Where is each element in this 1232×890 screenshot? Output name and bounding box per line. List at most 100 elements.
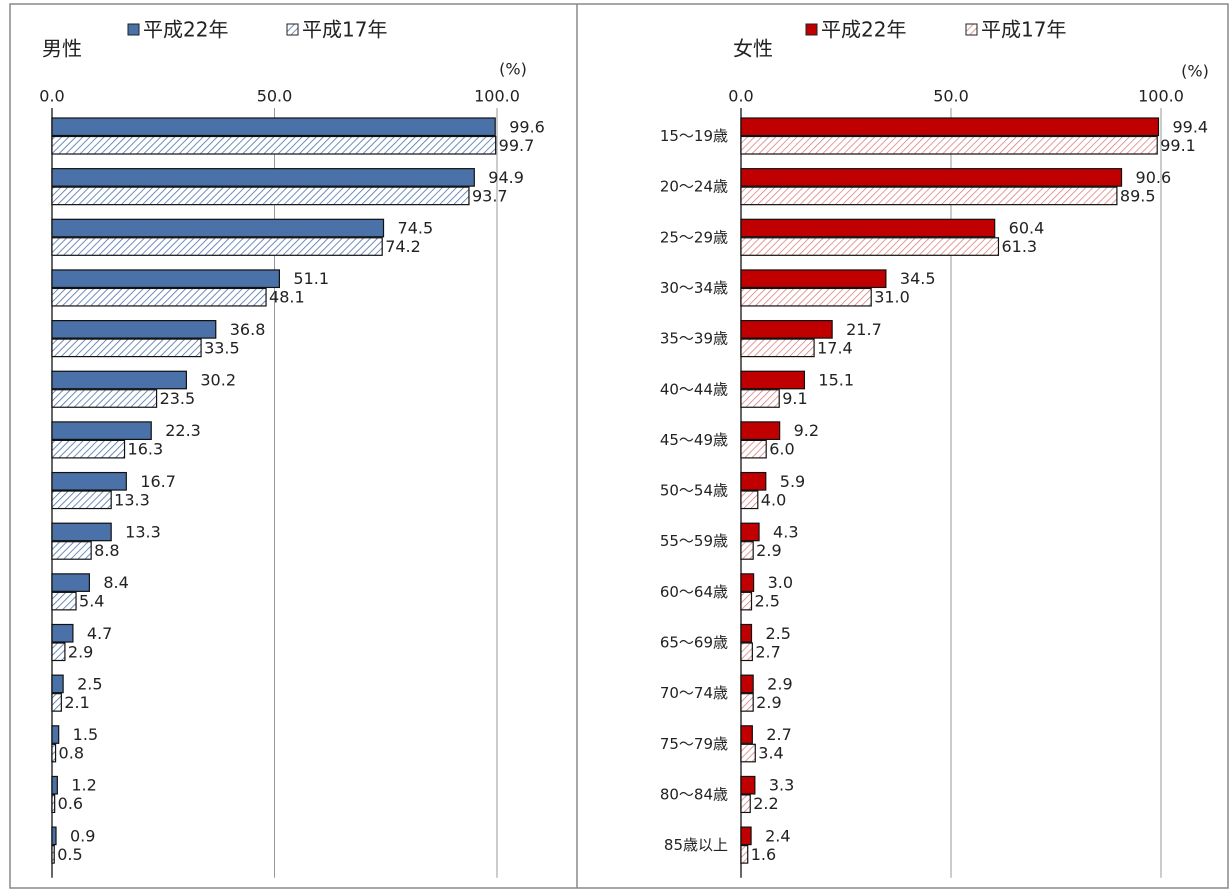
y-tick-label: 75～79歳 bbox=[660, 735, 728, 753]
y-tick-label: 20～24歳 bbox=[660, 178, 728, 196]
bar bbox=[740, 439, 767, 459]
value-label: 2.9 bbox=[756, 541, 781, 560]
bar bbox=[740, 338, 815, 358]
value-label: 90.6 bbox=[1136, 168, 1172, 187]
unit-label: (%) bbox=[1181, 62, 1209, 81]
value-label: 2.5 bbox=[755, 592, 780, 611]
bar bbox=[740, 775, 756, 795]
bar bbox=[740, 135, 1158, 155]
value-label: 33.5 bbox=[204, 338, 240, 357]
value-label: 2.1 bbox=[64, 693, 89, 712]
bar bbox=[51, 168, 475, 187]
bar bbox=[51, 573, 90, 592]
legend-swatch bbox=[965, 23, 978, 36]
x-tick-label: 0.0 bbox=[728, 87, 753, 106]
bar bbox=[740, 471, 767, 491]
value-label: 99.6 bbox=[509, 117, 545, 136]
value-label: 2.9 bbox=[68, 642, 93, 661]
y-tick-label: 50～54歳 bbox=[660, 482, 728, 500]
x-tick-label: 50.0 bbox=[257, 87, 293, 106]
bar bbox=[740, 287, 872, 307]
y-tick-label: 65～69歳 bbox=[660, 634, 728, 652]
legend-swatch bbox=[286, 23, 299, 36]
bar bbox=[51, 623, 74, 643]
value-label: 2.4 bbox=[765, 826, 790, 845]
value-label: 23.5 bbox=[160, 389, 196, 408]
x-tick-label: 0.0 bbox=[39, 87, 64, 106]
bar bbox=[740, 186, 1118, 206]
value-label: 0.5 bbox=[57, 845, 82, 864]
bar bbox=[740, 490, 759, 510]
value-label: 21.7 bbox=[846, 320, 882, 339]
value-label: 36.8 bbox=[230, 320, 266, 339]
value-label: 13.3 bbox=[114, 490, 150, 509]
unit-label: (%) bbox=[499, 60, 527, 79]
y-tick-label: 60～64歳 bbox=[660, 583, 728, 601]
bar bbox=[740, 794, 751, 814]
bar bbox=[740, 237, 1000, 256]
bar bbox=[51, 389, 158, 408]
value-label: 34.5 bbox=[900, 269, 936, 288]
y-tick-label: 80～84歳 bbox=[660, 785, 728, 803]
bar bbox=[51, 287, 267, 307]
value-label: 5.9 bbox=[780, 472, 805, 491]
bar bbox=[51, 844, 55, 864]
value-label: 94.9 bbox=[488, 168, 524, 187]
value-label: 2.5 bbox=[77, 674, 102, 693]
value-label: 17.4 bbox=[817, 338, 853, 357]
value-label: 2.2 bbox=[753, 794, 778, 813]
bar bbox=[51, 135, 497, 155]
frame bbox=[9, 3, 1229, 889]
value-label: 61.3 bbox=[1001, 237, 1037, 256]
bar bbox=[51, 775, 58, 795]
bar bbox=[51, 693, 62, 712]
bar bbox=[740, 573, 755, 592]
value-label: 2.9 bbox=[767, 674, 792, 693]
bar bbox=[740, 844, 749, 864]
value-label: 16.3 bbox=[128, 440, 164, 459]
value-label: 0.9 bbox=[70, 826, 95, 845]
bar bbox=[51, 826, 57, 846]
bar bbox=[51, 218, 385, 238]
bar bbox=[51, 743, 57, 763]
bar bbox=[51, 490, 112, 510]
bar bbox=[51, 186, 470, 206]
bar bbox=[740, 642, 753, 662]
value-label: 16.7 bbox=[140, 472, 176, 491]
bar bbox=[51, 591, 77, 611]
bar bbox=[740, 541, 754, 560]
value-label: 3.0 bbox=[768, 573, 793, 592]
value-label: 4.3 bbox=[773, 522, 798, 541]
value-label: 51.1 bbox=[293, 269, 329, 288]
y-tick-label: 40～44歳 bbox=[660, 380, 728, 398]
bar bbox=[51, 370, 187, 390]
value-label: 5.4 bbox=[79, 592, 104, 611]
value-label: 6.0 bbox=[769, 440, 794, 459]
x-tick-label: 50.0 bbox=[933, 87, 969, 106]
y-tick-label: 70～74歳 bbox=[660, 684, 728, 702]
value-label: 60.4 bbox=[1009, 219, 1045, 238]
value-label: 99.4 bbox=[1172, 117, 1208, 136]
value-label: 1.2 bbox=[71, 776, 96, 795]
bar bbox=[740, 269, 887, 289]
value-label: 9.2 bbox=[794, 421, 819, 440]
chart-title: 男性 bbox=[42, 37, 82, 61]
value-label: 13.3 bbox=[125, 522, 161, 541]
bar bbox=[740, 743, 756, 763]
value-label: 2.5 bbox=[766, 624, 791, 643]
y-tick-label: 55～59歳 bbox=[660, 532, 728, 550]
value-label: 74.5 bbox=[398, 219, 434, 238]
bar bbox=[740, 522, 760, 542]
legend-label: 平成17年 bbox=[981, 18, 1066, 42]
bar bbox=[51, 338, 202, 358]
bar bbox=[740, 623, 753, 643]
legend-label: 平成22年 bbox=[821, 18, 906, 42]
value-label: 93.7 bbox=[472, 186, 508, 205]
bar bbox=[740, 389, 780, 408]
y-tick-label: 15～19歳 bbox=[660, 127, 728, 145]
bar bbox=[51, 794, 56, 814]
bar bbox=[51, 117, 496, 137]
value-label: 2.7 bbox=[766, 725, 791, 744]
legend-swatch bbox=[127, 23, 140, 36]
